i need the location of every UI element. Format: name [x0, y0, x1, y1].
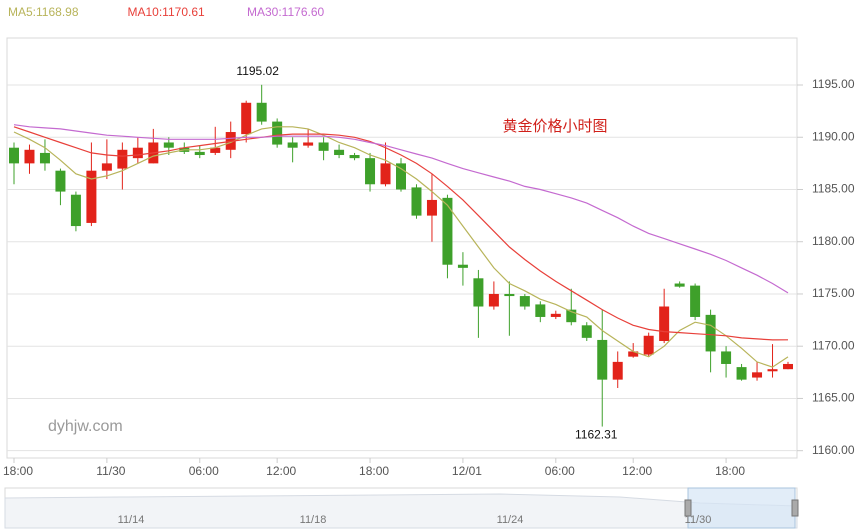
candle-body: [705, 314, 716, 352]
candle-body: [210, 147, 221, 153]
candle-body: [396, 163, 406, 190]
candle-body: [457, 264, 468, 268]
navigator-label: 11/14: [118, 514, 145, 526]
candle-body: [380, 163, 391, 185]
candle-body: [303, 142, 314, 146]
y-tick-label: 1170.00: [812, 338, 855, 352]
candle-body: [736, 367, 747, 380]
candle-body: [272, 121, 283, 145]
candle-body: [488, 293, 499, 307]
candle-body: [365, 158, 376, 185]
legend-entry: MA5:1168.98: [8, 5, 79, 19]
navigator-label: 11/30: [685, 514, 712, 526]
y-tick-label: 1180.00: [812, 234, 855, 248]
ma-line: [13, 126, 789, 341]
candle-body: [70, 194, 81, 227]
x-tick-label: 06:00: [189, 464, 219, 478]
candle-body: [426, 199, 437, 216]
candle-body: [721, 351, 732, 364]
x-tick-label: 06:00: [545, 464, 575, 478]
high-label: 1195.02: [236, 64, 279, 78]
candle-body: [628, 351, 639, 357]
candle-body: [24, 149, 35, 164]
x-tick-label: 11/30: [96, 464, 125, 478]
candle-body: [581, 325, 592, 338]
candle-body: [550, 313, 561, 317]
candle-body: [690, 285, 701, 317]
candle-body: [597, 339, 608, 380]
candle-body: [117, 149, 128, 169]
y-tick-label: 1160.00: [812, 443, 855, 457]
candle-body: [566, 309, 577, 323]
candle-body: [55, 170, 66, 192]
navigator-handle[interactable]: [791, 499, 799, 517]
x-tick-label: 12:00: [622, 464, 652, 478]
navigator-label: 11/24: [497, 514, 524, 526]
y-tick-label: 1190.00: [812, 129, 855, 143]
x-tick-label: 18:00: [359, 464, 389, 478]
candle-body: [349, 155, 360, 159]
candle-body: [783, 363, 793, 370]
x-tick-label: 18:00: [3, 464, 33, 478]
candle-body: [752, 372, 763, 378]
low-label: 1162.31: [575, 428, 618, 442]
candle-body: [287, 142, 298, 148]
y-tick-label: 1185.00: [812, 182, 855, 196]
candle-body: [334, 149, 345, 156]
legend-entry: MA10:1170.61: [128, 5, 205, 19]
candle-body: [411, 187, 422, 216]
candle-body: [194, 151, 205, 156]
candle-body: [86, 170, 97, 223]
candle-body: [612, 361, 623, 380]
candle-body: [643, 335, 654, 355]
chart-title: 黄金价格小时图: [502, 118, 607, 135]
ma-line: [13, 124, 789, 294]
y-tick-label: 1195.00: [812, 77, 855, 91]
candle-body: [473, 278, 484, 307]
candle-body: [9, 147, 19, 164]
x-tick-label: 12/01: [452, 464, 482, 478]
candle-body: [256, 102, 267, 122]
candle-body: [132, 147, 143, 159]
candle-body: [659, 306, 670, 341]
ma-line: [13, 126, 789, 368]
candle-body: [318, 142, 329, 151]
y-tick-label: 1165.00: [812, 391, 855, 405]
candle-body: [163, 142, 174, 148]
candle-body: [101, 163, 112, 171]
candle-body: [442, 197, 453, 265]
candle-body: [535, 304, 546, 317]
navigator-area: [4, 493, 798, 529]
navigator-handle[interactable]: [684, 499, 692, 517]
watermark: dyhjw.com: [48, 418, 123, 435]
navigator-label: 11/18: [300, 514, 327, 526]
candle-body: [504, 293, 515, 297]
x-tick-label: 12:00: [266, 464, 296, 478]
y-tick-label: 1175.00: [812, 286, 855, 300]
plot-area: [6, 37, 798, 459]
candle-body: [39, 152, 50, 164]
candle-body: [241, 102, 252, 135]
candle-body: [674, 283, 685, 287]
candle-body: [767, 369, 778, 372]
candle-body: [519, 296, 530, 307]
x-tick-label: 18:00: [715, 464, 745, 478]
legend-entry: MA30:1176.60: [247, 5, 324, 19]
